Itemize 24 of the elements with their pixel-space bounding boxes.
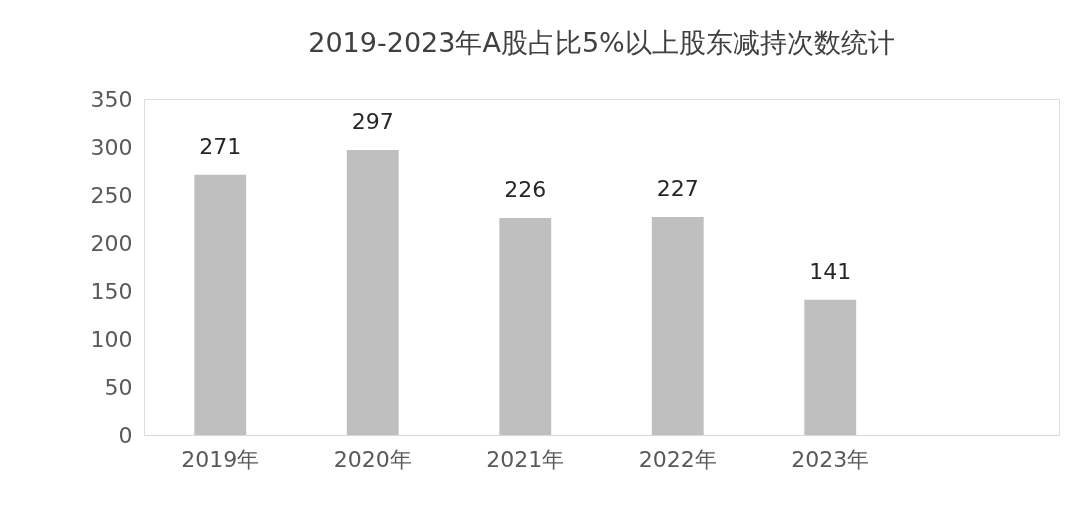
- data-label: 297: [351, 108, 394, 134]
- y-tick-label: 300: [90, 134, 133, 160]
- chart-title: 2019-2023年A股占比5%以上股东减持次数统计: [308, 27, 895, 58]
- bar: [804, 299, 857, 435]
- bar: [346, 149, 399, 435]
- x-tick-label: 2019年: [181, 446, 260, 472]
- x-tick-label: 2020年: [333, 446, 412, 472]
- x-tick-label: 2023年: [791, 446, 870, 472]
- bar: [651, 217, 704, 435]
- bar: [194, 174, 247, 435]
- y-tick-label: 350: [90, 86, 133, 112]
- data-label: 227: [656, 176, 699, 202]
- data-label: 141: [809, 258, 852, 284]
- y-tick-label: 250: [90, 182, 133, 208]
- bar: [499, 218, 552, 435]
- y-tick-label: 0: [118, 422, 133, 448]
- data-label: 226: [504, 177, 547, 203]
- y-tick-label: 200: [90, 230, 133, 256]
- y-tick-label: 100: [90, 326, 133, 352]
- y-tick-label: 150: [90, 278, 133, 304]
- x-tick-label: 2021年: [486, 446, 565, 472]
- y-tick-label: 50: [104, 374, 133, 400]
- x-tick-label: 2022年: [638, 446, 717, 472]
- data-label: 271: [199, 133, 242, 159]
